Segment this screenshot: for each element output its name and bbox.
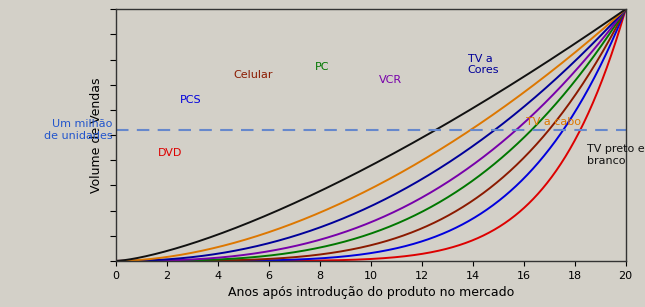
Y-axis label: Volume de Vendas: Volume de Vendas	[90, 77, 103, 193]
Text: Celular: Celular	[233, 70, 273, 80]
Text: PCS: PCS	[180, 95, 201, 105]
Text: PC: PC	[315, 62, 330, 72]
Text: TV a
Cores: TV a Cores	[468, 54, 499, 76]
Text: Um milhão
de unidades: Um milhão de unidades	[44, 119, 113, 141]
Text: TV preto e
branco: TV preto e branco	[588, 144, 645, 166]
Text: VCR: VCR	[379, 75, 402, 85]
Text: TV a cabo: TV a cabo	[526, 118, 581, 127]
Text: DVD: DVD	[158, 148, 183, 158]
X-axis label: Anos após introdução do produto no mercado: Anos após introdução do produto no merca…	[228, 286, 514, 299]
